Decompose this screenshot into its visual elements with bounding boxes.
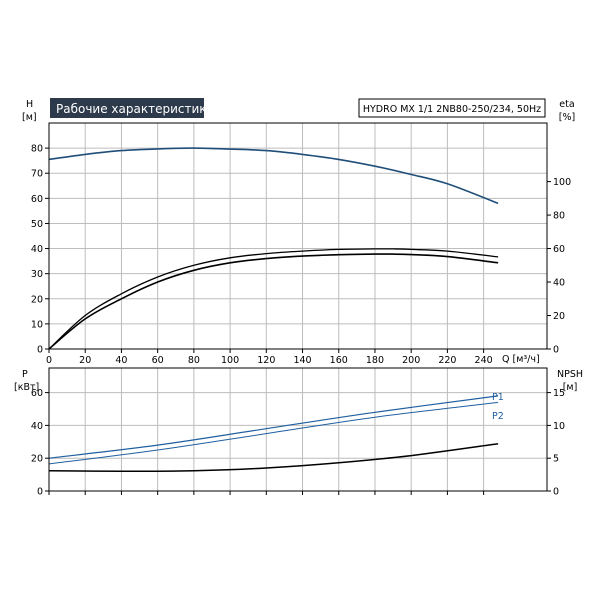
series-label-p1: P1	[492, 392, 504, 403]
power-curve-p1	[48, 395, 499, 459]
tick-label-right: 0	[553, 345, 559, 356]
tick-label-left: 70	[31, 169, 43, 180]
y-axis-label-power-unit: [кВт]	[14, 382, 39, 393]
tick-label-right: 60	[553, 244, 565, 255]
tick-label-right: 0	[553, 487, 559, 498]
tick-label-x: 140	[293, 355, 311, 366]
series-label-p2: P2	[492, 411, 504, 422]
y-axis-label-eta-unit: [%]	[559, 112, 575, 123]
panel-frame	[48, 122, 548, 350]
tick-label-x: 120	[257, 355, 275, 366]
y-axis-label-npsh-symbol: NPSH	[557, 369, 583, 380]
npsh-curve	[48, 443, 499, 473]
tick-label-left: 20	[31, 454, 43, 465]
tick-label-x: 200	[402, 355, 420, 366]
y-axis-label-power-symbol: P	[22, 369, 28, 380]
tick-label-right: 80	[553, 211, 565, 222]
efficiency-curve-lower	[48, 253, 499, 350]
efficiency-curve-upper	[48, 248, 499, 350]
panel-frame	[48, 367, 548, 492]
tick-label-x: 100	[221, 355, 239, 366]
tick-label-right: 40	[553, 278, 565, 289]
tick-label-left: 0	[37, 345, 43, 356]
y-axis-label-eta-symbol: eta	[559, 99, 574, 110]
tick-label-left: 20	[31, 294, 43, 305]
tick-label-left: 40	[31, 421, 43, 432]
tick-label-x: 180	[366, 355, 384, 366]
tick-label-x: 80	[188, 355, 200, 366]
tick-label-x: 40	[115, 355, 127, 366]
power-curve-p2	[48, 401, 499, 465]
tick-label-left: 40	[31, 244, 43, 255]
tick-label-x: 0	[46, 355, 52, 366]
tick-label-left: 60	[31, 388, 43, 399]
pump-label-box	[358, 98, 546, 118]
tick-label-right: 10	[553, 421, 565, 432]
y-axis-label-head-symbol: H	[26, 99, 33, 110]
tick-label-x: 220	[438, 355, 456, 366]
pump-label: HYDRO MX 1/1 2NB80-250/234, 50Hz	[363, 104, 541, 115]
x-axis-label: Q [м³/ч]	[502, 354, 540, 365]
tick-label-left: 10	[31, 319, 43, 330]
tick-label-x: 240	[475, 355, 493, 366]
tick-label-x: 160	[330, 355, 348, 366]
tick-label-right: 5	[553, 454, 559, 465]
tick-label-left: 60	[31, 194, 43, 205]
tick-label-x: 20	[79, 355, 91, 366]
tick-label-left: 80	[31, 144, 43, 155]
y-axis-label-npsh-unit: [м]	[563, 382, 578, 393]
tick-label-left: 0	[37, 487, 43, 498]
head-curve	[48, 147, 499, 205]
tick-label-right: 15	[553, 388, 565, 399]
y-axis-label-head-unit: [м]	[22, 112, 37, 123]
tick-label-x: 60	[152, 355, 164, 366]
tick-label-left: 30	[31, 269, 43, 280]
title-background	[50, 98, 204, 118]
chart-title: Рабочие характеристики	[56, 102, 214, 116]
tick-label-right: 20	[553, 311, 565, 322]
tick-label-right: 100	[553, 177, 571, 188]
tick-label-left: 50	[31, 219, 43, 230]
